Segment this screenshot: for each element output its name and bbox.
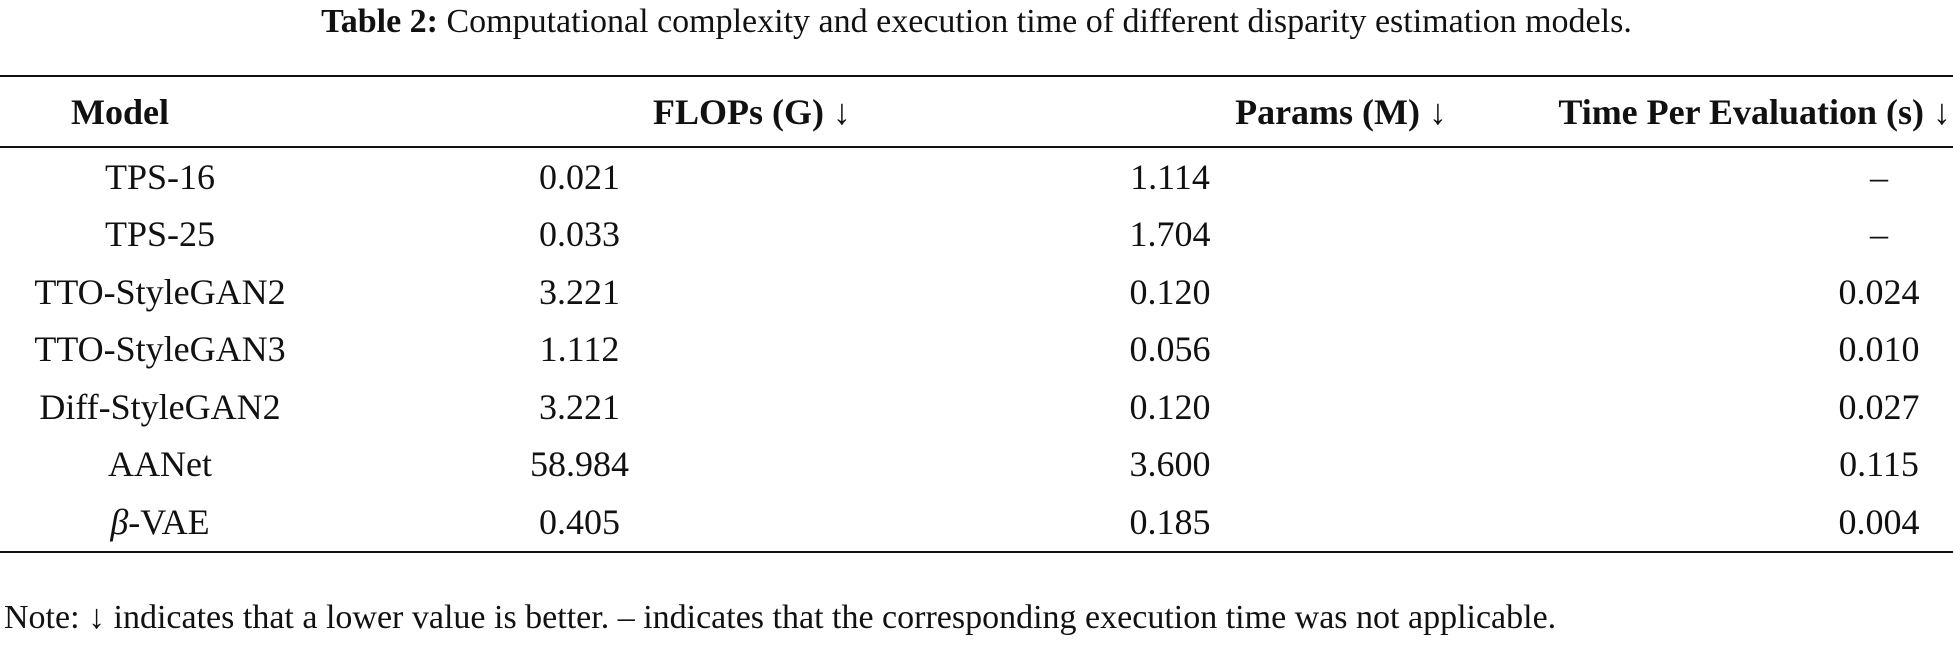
cell-time: 0.024 (1838, 271, 1920, 312)
table-caption: Table 2: Computational complexity and ex… (0, 0, 1953, 44)
table-row: TPS-25 0.033 1.704 – (0, 206, 1953, 264)
cell-time: 0.115 (1839, 444, 1919, 485)
cell-time: – (1870, 214, 1888, 255)
cell-model: TPS-16 (104, 156, 216, 197)
cell-model-suffix: -VAE (128, 501, 210, 542)
table-caption-text: Computational complexity and execution t… (446, 3, 1632, 40)
cell-flops: 1.112 (539, 329, 620, 370)
cell-model: TTO-StyleGAN3 (34, 329, 286, 370)
cell-time: 0.027 (1838, 386, 1920, 427)
cell-params: 0.120 (1129, 271, 1211, 312)
cell-model: Diff-StyleGAN2 (39, 386, 281, 427)
cell-time: 0.010 (1838, 329, 1920, 370)
table-row: AANet 58.984 3.600 0.115 (0, 436, 1953, 494)
cell-flops: 58.984 (530, 444, 629, 485)
table-header-row: Model FLOPs (G) ↓ Params (M) ↓ Time Per … (0, 76, 1953, 147)
cell-params: 3.600 (1129, 444, 1211, 485)
cell-params: 1.704 (1129, 214, 1211, 255)
cell-params: 1.114 (1130, 156, 1210, 197)
cell-time: 0.004 (1838, 501, 1920, 542)
cell-model: TTO-StyleGAN2 (34, 271, 286, 312)
cell-flops: 3.221 (539, 386, 620, 427)
cell-params: 0.056 (1129, 329, 1211, 370)
cell-model: β-VAE (0, 493, 320, 552)
header-model: Model (71, 91, 169, 132)
table-row: Diff-StyleGAN2 3.221 0.120 0.027 (0, 378, 1953, 436)
cell-flops: 3.221 (539, 271, 620, 312)
header-flops: FLOPs (G) ↓ (653, 91, 851, 132)
cell-flops: 0.405 (539, 501, 620, 542)
cell-model: AANet (108, 444, 212, 485)
table-row: TTO-StyleGAN2 3.221 0.120 0.024 (0, 263, 1953, 321)
cell-params: 0.120 (1129, 386, 1211, 427)
cell-time: – (1870, 156, 1888, 197)
table-row: β-VAE 0.405 0.185 0.004 (0, 493, 1953, 552)
header-params: Params (M) ↓ (1235, 91, 1447, 132)
header-time: Time Per Evaluation (s) ↓ (1558, 91, 1951, 132)
table-row: TTO-StyleGAN3 1.112 0.056 0.010 (0, 321, 1953, 379)
table-row: TPS-16 0.021 1.114 – (0, 147, 1953, 206)
cell-model: TPS-25 (104, 214, 216, 255)
cell-flops: 0.033 (539, 214, 620, 255)
cell-params: 0.185 (1129, 501, 1211, 542)
table-note: Note: ↓ indicates that a lower value is … (4, 599, 1557, 636)
complexity-table: Model FLOPs (G) ↓ Params (M) ↓ Time Per … (0, 75, 1953, 553)
table-caption-label: Table 2: (321, 3, 438, 40)
cell-flops: 0.021 (539, 156, 620, 197)
beta-symbol: β (110, 501, 129, 542)
